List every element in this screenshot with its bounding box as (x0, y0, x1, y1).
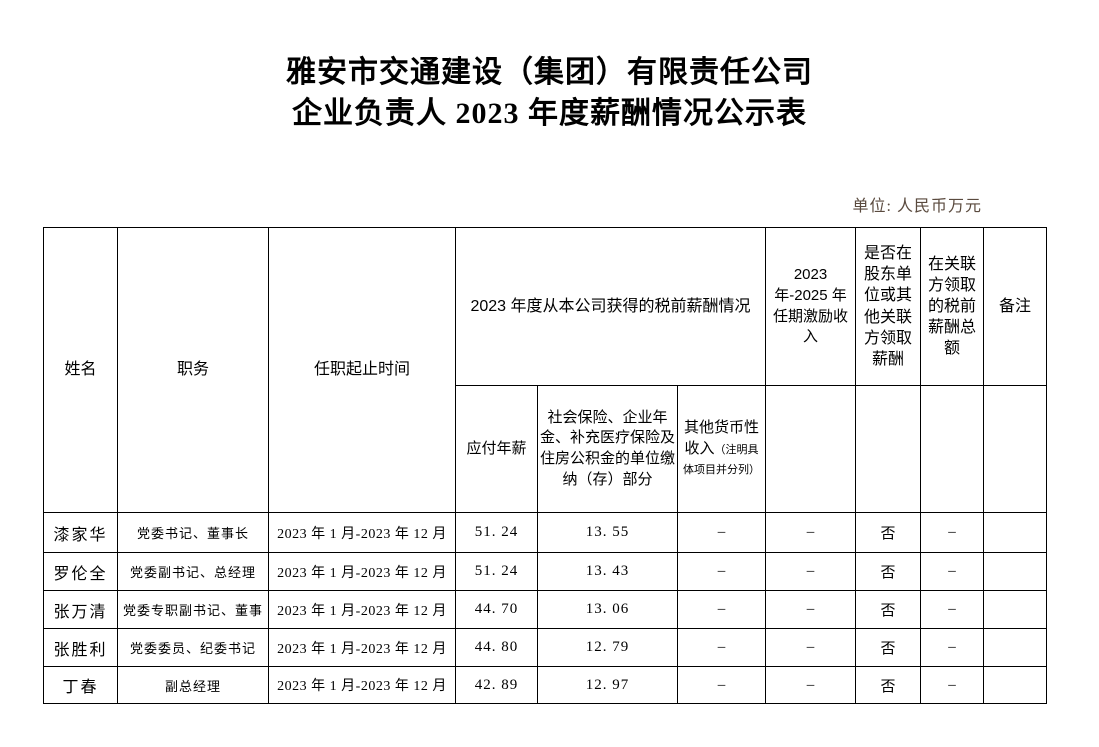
position-cell: 党委书记、董事长 (117, 512, 269, 553)
term-incentive-header: 2023 年-2025 年任期激励收入 (765, 227, 857, 386)
table-row: 丁春 副总经理 2023 年 1 月-2023 年 12 月 42. 89 12… (43, 666, 1048, 704)
position-header: 职务 (117, 227, 269, 513)
other-income-cell: – (676, 590, 767, 629)
table-row: 罗伦全 党委副书记、总经理 2023 年 1 月-2023 年 12 月 51.… (43, 552, 1048, 591)
insurance-cell: 13. 55 (537, 512, 678, 553)
page-title: 雅安市交通建设（集团）有限责任公司 企业负责人 2023 年度薪酬情况公示表 (0, 52, 1099, 134)
position-cell: 党委副书记、总经理 (117, 552, 269, 591)
header-row-2: 应付年薪 社会保险、企业年金、补充医疗保险及住房公积金的单位缴纳（存）部分 其他… (44, 385, 1048, 513)
table-row: 漆家华 党委书记、董事长 2023 年 1 月-2023 年 12 月 51. … (43, 512, 1048, 553)
related-total-cell: – (920, 628, 985, 667)
term-cell: 2023 年 1 月-2023 年 12 月 (268, 666, 456, 704)
remark-cell (983, 552, 1048, 591)
other-income-label: 其他货币性收入 (684, 418, 760, 457)
salary-table: 姓名 职务 任职起止时间 2023 年度从本公司获得的税前薪酬情况 2023 年… (43, 227, 1048, 704)
empty-cell (920, 385, 985, 513)
name-cell: 罗伦全 (43, 552, 118, 591)
pretax-group-header: 2023 年度从本公司获得的税前薪酬情况 (454, 227, 767, 386)
page-title-line2: 企业负责人 2023 年度薪酬情况公示表 (292, 97, 807, 130)
insurance-cell: 13. 06 (537, 590, 678, 629)
related-party-flag-header: 是否在股东单位或其他关联方领取薪酬 (855, 227, 922, 386)
name-cell: 漆家华 (43, 512, 118, 553)
term-cell: 2023 年 1 月-2023 年 12 月 (268, 590, 456, 629)
position-cell: 党委委员、纪委书记 (117, 628, 269, 667)
salary-cell: 44. 70 (455, 590, 538, 629)
name-cell: 张胜利 (43, 628, 118, 667)
other-income-cell: – (676, 666, 767, 704)
term-cell: 2023 年 1 月-2023 年 12 月 (268, 628, 456, 667)
related-flag-cell: 否 (855, 590, 922, 629)
empty-cell (855, 385, 922, 513)
other-income-cell: – (676, 628, 767, 667)
term-cell: 2023 年 1 月-2023 年 12 月 (268, 552, 456, 591)
incentive-cell: – (765, 552, 857, 591)
salary-cell: 44. 80 (455, 628, 538, 667)
remarks-header: 备注 (983, 227, 1048, 386)
other-income-header: 其他货币性收入（注明具体项目并分列） (676, 385, 767, 513)
related-flag-cell: 否 (855, 512, 922, 553)
related-total-cell: – (920, 666, 985, 704)
remark-cell (983, 628, 1048, 667)
other-income-cell: – (676, 552, 767, 591)
name-header: 姓名 (43, 227, 118, 513)
empty-cell (765, 385, 857, 513)
related-total-cell: – (920, 552, 985, 591)
remark-cell (983, 666, 1048, 704)
other-income-note: （注明具体项目并分列） (683, 443, 760, 477)
social-insurance-header: 社会保险、企业年金、补充医疗保险及住房公积金的单位缴纳（存）部分 (537, 385, 678, 513)
empty-cell (983, 385, 1048, 513)
name-cell: 丁春 (43, 666, 118, 704)
remark-cell (983, 590, 1048, 629)
related-flag-cell: 否 (855, 628, 922, 667)
insurance-cell: 12. 79 (537, 628, 678, 667)
incentive-cell: – (765, 628, 857, 667)
related-total-cell: – (920, 512, 985, 553)
incentive-cell: – (765, 590, 857, 629)
other-income-cell: – (676, 512, 767, 553)
table-row: 张万清 党委专职副书记、董事 2023 年 1 月-2023 年 12 月 44… (43, 590, 1048, 629)
incentive-cell: – (765, 512, 857, 553)
unit-label: 单位: 人民币万元 (852, 198, 982, 215)
position-cell: 党委专职副书记、董事 (117, 590, 269, 629)
remark-cell (983, 512, 1048, 553)
term-header: 任职起止时间 (268, 227, 456, 513)
annual-salary-header: 应付年薪 (455, 385, 538, 513)
header-row-1: 姓名 职务 任职起止时间 2023 年度从本公司获得的税前薪酬情况 2023 年… (43, 227, 1048, 513)
incentive-cell: – (765, 666, 857, 704)
position-cell: 副总经理 (117, 666, 269, 704)
related-flag-cell: 否 (855, 552, 922, 591)
related-total-cell: – (920, 590, 985, 629)
page-title-line1: 雅安市交通建设（集团）有限责任公司 (286, 56, 813, 89)
related-party-total-header: 在关联方领取的税前薪酬总额 (920, 227, 985, 386)
insurance-cell: 12. 97 (537, 666, 678, 704)
salary-cell: 42. 89 (455, 666, 538, 704)
salary-cell: 51. 24 (455, 552, 538, 591)
related-flag-cell: 否 (855, 666, 922, 704)
salary-cell: 51. 24 (455, 512, 538, 553)
table-row: 张胜利 党委委员、纪委书记 2023 年 1 月-2023 年 12 月 44.… (43, 628, 1048, 667)
insurance-cell: 13. 43 (537, 552, 678, 591)
name-cell: 张万清 (43, 590, 118, 629)
term-cell: 2023 年 1 月-2023 年 12 月 (268, 512, 456, 553)
